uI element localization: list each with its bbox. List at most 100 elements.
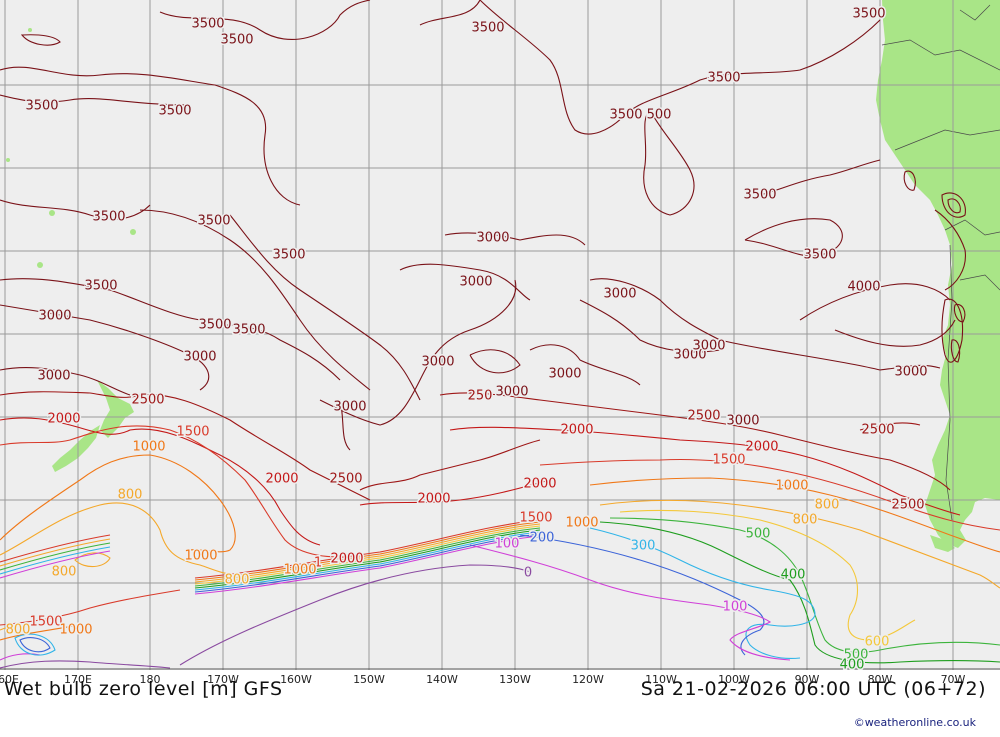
contour-label: 250 xyxy=(468,389,493,404)
contour-2000 xyxy=(449,426,961,516)
lon-label: 160E xyxy=(0,673,19,686)
contour-label: 1000 xyxy=(775,479,808,494)
island-dot xyxy=(28,28,32,32)
contour-3500 xyxy=(0,199,151,220)
tierra-del-fuego xyxy=(930,535,955,552)
contour-label: 400 xyxy=(840,658,865,673)
contour-600 xyxy=(619,509,916,641)
contour-label: 3000 xyxy=(38,309,71,324)
contour-3000 xyxy=(579,299,721,353)
contour-800 xyxy=(0,502,241,576)
contour-label: 3000 xyxy=(421,355,454,370)
contour-label: 800 xyxy=(225,573,250,588)
contour-600 xyxy=(194,525,541,585)
contour-3000 xyxy=(529,344,641,386)
contour-3500 xyxy=(0,94,191,106)
contour-1500 xyxy=(0,534,111,563)
contour-800 xyxy=(74,552,111,568)
source-credit[interactable]: ©weatheronline.co.uk xyxy=(853,716,976,729)
lon-label: 160W xyxy=(280,673,312,686)
contour-label: 100 xyxy=(495,537,520,552)
contour-100 xyxy=(0,550,111,579)
contour-label: 2500 xyxy=(329,472,362,487)
border-line xyxy=(959,274,1000,291)
contour-3000 xyxy=(589,278,881,371)
contour-label: 2000 xyxy=(265,472,298,487)
contour-300 xyxy=(0,546,111,575)
contour-label: 800 xyxy=(6,623,31,638)
contour-3500 xyxy=(744,218,843,257)
contour-3000 xyxy=(399,263,531,301)
contour-3500 xyxy=(941,298,964,363)
contour-label: 3500 xyxy=(92,210,125,225)
contour-label: 100 xyxy=(723,600,748,615)
contour-lines xyxy=(0,0,1000,669)
border-line xyxy=(881,39,1000,71)
contour-100 xyxy=(0,653,41,661)
contour-1500 xyxy=(0,589,181,626)
contour-label: 2500 xyxy=(891,498,924,513)
contour-1000 xyxy=(194,521,541,581)
contour-2000 xyxy=(359,479,551,506)
contour-800 xyxy=(599,499,1000,589)
lat-lon-grid xyxy=(0,0,1000,670)
contour-3500 xyxy=(643,109,695,216)
contour-3000 xyxy=(469,349,521,374)
ocean-background xyxy=(0,0,1000,670)
contour-label: 400 xyxy=(781,568,806,583)
contour-label: 3000 xyxy=(894,365,927,380)
contour-3500 xyxy=(0,66,301,206)
contour-label: 3500 xyxy=(84,279,117,294)
contour-3500 xyxy=(139,209,371,391)
contour-label: 1500 xyxy=(176,425,209,440)
contour-label: 3000 xyxy=(726,414,759,429)
contour-label: 800 xyxy=(118,488,143,503)
contour-400 xyxy=(599,521,1000,664)
new-zealand-north-island xyxy=(97,380,134,438)
contour-3500 xyxy=(479,0,881,135)
contour-300 xyxy=(589,527,816,659)
lon-label: 90W xyxy=(795,673,820,686)
contour-label: 2000 xyxy=(417,492,450,507)
contour-label: 3500 xyxy=(25,99,58,114)
contour-2500 xyxy=(359,439,541,491)
lon-label: 180 xyxy=(140,673,161,686)
contour-label: 800 xyxy=(52,565,77,580)
lon-label: 150W xyxy=(353,673,385,686)
contour-label: 2500 xyxy=(687,409,720,424)
contour-3500 xyxy=(419,0,481,26)
lon-label: 170W xyxy=(207,673,239,686)
contour-3500 xyxy=(834,319,956,347)
contour-label: 3500 xyxy=(707,71,740,86)
lon-label: 80W xyxy=(868,673,893,686)
contour-label: 500 xyxy=(647,108,672,123)
lon-label: 140W xyxy=(426,673,458,686)
contour-800 xyxy=(0,538,111,567)
contour-3500 xyxy=(20,34,61,46)
contour-label: 3000 xyxy=(548,367,581,382)
island-dot xyxy=(49,210,55,216)
contour-100 xyxy=(469,544,791,661)
lon-label: 130W xyxy=(499,673,531,686)
contour-3000 xyxy=(799,283,951,321)
contour-label: 3500 xyxy=(191,17,224,32)
contour-800 xyxy=(194,523,541,583)
contour-2500 xyxy=(439,392,951,491)
longitude-axis: 160E 170E 180 170W 160W 150W 140W 130W 1… xyxy=(0,673,966,686)
contour-3000 xyxy=(444,232,586,246)
contour-label: 1500 xyxy=(519,511,552,526)
contour-2500 xyxy=(0,391,371,501)
contour-1500 xyxy=(0,425,361,558)
contour-3000 xyxy=(339,399,351,451)
contour-label: 3500 xyxy=(852,7,885,22)
contour-3500 xyxy=(941,192,966,218)
contour-300 xyxy=(14,633,56,656)
contour-label: 3000 xyxy=(183,350,216,365)
contour-label: 1000 xyxy=(184,549,217,564)
contour-label: 3500 xyxy=(197,214,230,229)
lon-label: 170E xyxy=(64,673,92,686)
contour-label: 2000 xyxy=(330,552,363,567)
contour-label: 4000 xyxy=(847,280,880,295)
